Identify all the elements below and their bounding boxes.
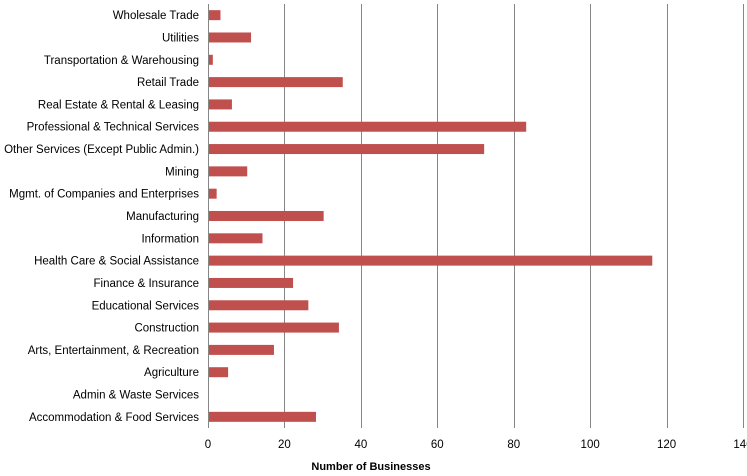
- category-label: Information: [141, 233, 199, 245]
- x-tick-label: 40: [354, 439, 367, 451]
- x-tick-label: 100: [581, 439, 600, 451]
- bar: [209, 211, 324, 221]
- category-label: Manufacturing: [126, 211, 199, 223]
- bar: [209, 367, 229, 378]
- bar: [209, 32, 252, 43]
- x-tick-label: 20: [278, 439, 291, 451]
- bar: [209, 99, 232, 110]
- bar: [209, 411, 316, 422]
- x-axis-title: Number of Businesses: [311, 461, 430, 473]
- bar: [209, 300, 309, 311]
- category-label: Educational Services: [92, 300, 200, 312]
- bars: [209, 10, 653, 422]
- category-label: Arts, Entertainment, & Recreation: [28, 345, 199, 357]
- x-tick-label: 60: [431, 439, 444, 451]
- category-label: Retail Trade: [137, 77, 199, 89]
- category-label: Agriculture: [144, 367, 199, 379]
- bar: [209, 188, 217, 199]
- category-label: Wholesale Trade: [113, 10, 199, 22]
- bar: [209, 322, 339, 333]
- bar: [209, 77, 343, 88]
- bar: [209, 54, 213, 65]
- x-tick-labels: 0 20 40 60 80 100 120 140: [205, 439, 747, 451]
- category-label: Real Estate & Rental & Leasing: [38, 99, 199, 111]
- category-label: Mining: [165, 166, 199, 178]
- x-tick-label: 140: [733, 439, 747, 451]
- gridlines: [208, 4, 744, 428]
- category-label: Transportation & Warehousing: [44, 55, 199, 67]
- category-label: Finance & Insurance: [94, 278, 199, 290]
- bar: [209, 344, 274, 355]
- bar: [209, 166, 248, 177]
- category-label: Other Services (Except Public Admin.): [4, 144, 199, 156]
- x-tick-label: 80: [507, 439, 520, 451]
- category-label: Professional & Technical Services: [27, 122, 200, 134]
- x-tick-label: 120: [657, 439, 676, 451]
- category-label: Admin & Waste Services: [73, 390, 199, 402]
- bar: [209, 277, 294, 288]
- bar: [209, 233, 263, 244]
- category-label: Health Care & Social Assistance: [34, 256, 199, 268]
- x-tick-label: 0: [205, 439, 211, 451]
- category-label: Mgmt. of Companies and Enterprises: [9, 189, 199, 201]
- bar: [209, 255, 653, 266]
- category-labels: Wholesale Trade Utilities Transportation &…: [4, 10, 199, 424]
- bar: [209, 121, 527, 132]
- category-label: Construction: [134, 323, 199, 335]
- category-label: Utilities: [162, 32, 199, 44]
- bar: [209, 144, 485, 155]
- bar: [209, 10, 221, 21]
- category-label: Accommodation & Food Services: [29, 412, 199, 424]
